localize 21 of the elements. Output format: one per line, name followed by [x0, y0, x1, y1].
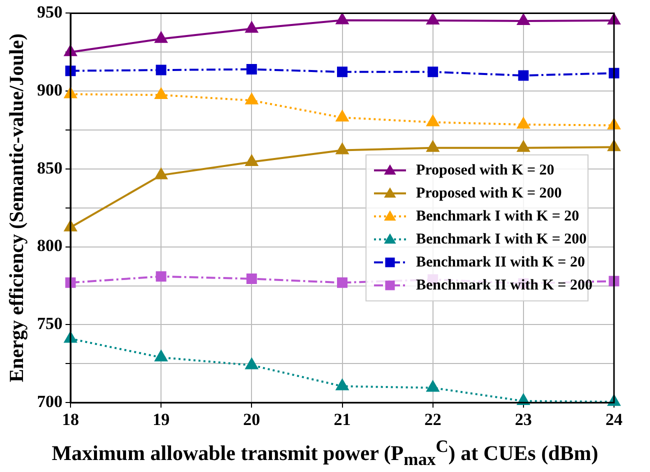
x-tick-label: 20	[243, 410, 260, 430]
legend-label: Benchmark I with K = 20	[416, 208, 580, 224]
x-tick-label: 23	[514, 410, 532, 430]
y-tick-label: 950	[37, 2, 62, 22]
x-tick-label: 22	[424, 410, 442, 430]
x-tick-label: 18	[62, 410, 79, 430]
legend-label: Proposed with K = 20	[416, 162, 554, 178]
x-axis-title: Maximum allowable transmit power (P$_{max}$$^{C}$) at CUEs (dBm)	[50, 436, 600, 470]
y-tick-label: 900	[37, 80, 62, 100]
y-tick-label: 850	[37, 158, 62, 178]
y-axis-title: Energy efficiency (Semantic-value/Joule)	[6, 33, 28, 382]
x-tick-label: 24	[606, 410, 623, 430]
legend-label: Benchmark II with K = 200	[416, 277, 592, 294]
y-tick-label: 750	[37, 314, 62, 334]
y-tick-label: 800	[37, 236, 62, 256]
legend-label: Benchmark II with K = 20	[416, 254, 585, 270]
legend-label: Proposed with K = 200	[416, 185, 562, 202]
legend-label: Benchmark I with K = 200	[416, 231, 587, 248]
x-tick-label: 21	[334, 410, 351, 430]
y-tick-label: 700	[37, 392, 62, 411]
x-tick-label: 19	[152, 410, 170, 430]
